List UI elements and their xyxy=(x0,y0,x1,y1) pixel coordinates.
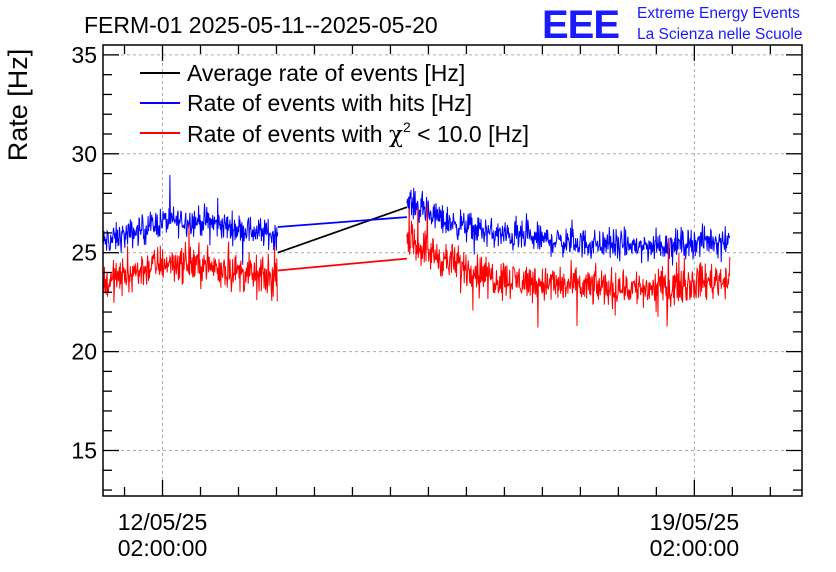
data-series xyxy=(102,174,731,328)
chart-title: FERM-01 2025-05-11--2025-05-20 xyxy=(84,12,438,38)
legend: Average rate of events [Hz] Rate of even… xyxy=(140,60,529,148)
axes: 152025303512/05/2502:00:0019/05/2502:00:… xyxy=(71,42,803,561)
logo-subtitle-line2: La Scienza nelle Scuole xyxy=(637,26,802,43)
series-gap-line xyxy=(277,216,407,228)
series-noisy-segment xyxy=(406,205,731,328)
legend-chi2-suffix: < 10.0 [Hz] xyxy=(411,121,529,147)
legend-label-average: Average rate of events [Hz] xyxy=(187,60,465,86)
legend-label-hits: Rate of events with hits [Hz] xyxy=(187,90,472,116)
series-0 xyxy=(277,206,408,254)
series-line-average xyxy=(277,206,408,254)
series-noisy-segment xyxy=(102,174,279,265)
legend-chi2-symbol: χ xyxy=(389,122,403,148)
y-tick-label: 30 xyxy=(71,141,97,167)
series-gap-line xyxy=(277,257,407,272)
y-axis-label: Rate [Hz] xyxy=(3,49,33,162)
legend-chi2-sup: 2 xyxy=(403,119,411,135)
legend-chi2-prefix: Rate of events with xyxy=(187,121,389,147)
plot-frame xyxy=(102,44,803,497)
y-tick-label: 35 xyxy=(71,42,97,68)
y-tick-label: 20 xyxy=(71,339,97,365)
series-noisy-segment xyxy=(406,187,731,266)
legend-label-chi2: Rate of events with χ2 < 10.0 [Hz] xyxy=(187,119,529,148)
logo-subtitle-line1: Extreme Energy Events xyxy=(637,5,800,22)
x-tick-label-date: 12/05/25 xyxy=(118,509,208,535)
series-1 xyxy=(102,174,731,266)
series-2 xyxy=(102,205,731,328)
x-tick-label-time: 02:00:00 xyxy=(650,535,740,561)
y-tick-label: 15 xyxy=(71,438,97,464)
eee-logo: EEE xyxy=(542,3,619,47)
series-noisy-segment xyxy=(102,223,279,303)
y-tick-label: 25 xyxy=(71,240,97,266)
x-tick-label-date: 19/05/25 xyxy=(650,509,740,535)
x-tick-label-time: 02:00:00 xyxy=(118,535,208,561)
